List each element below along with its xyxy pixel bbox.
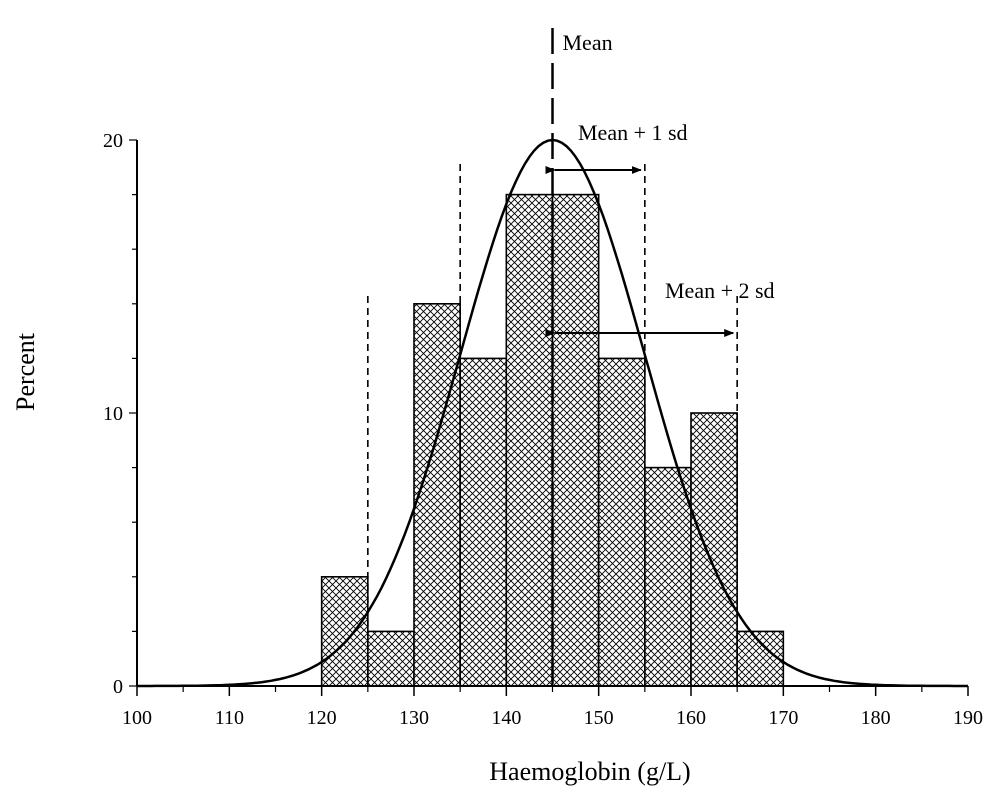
histogram-bar (413, 302, 461, 687)
x-axis-label: Haemoglobin (g/L) (489, 757, 690, 786)
x-tick-label: 120 (307, 707, 337, 729)
x-tick-label: 170 (768, 707, 798, 729)
x-tick-label: 140 (491, 707, 521, 729)
y-axis-label: Percent (11, 332, 40, 411)
histogram-bar (320, 575, 369, 687)
histogram-bar (367, 630, 415, 687)
mean-plus-one-sd-label: Mean + 1 sd (578, 120, 688, 145)
sd-reference-lines (367, 28, 738, 686)
annotations: Mean Mean + 1 sd Mean + 2 sd (545, 30, 775, 337)
y-tick-label: 10 (103, 403, 123, 425)
histogram-bar (505, 193, 554, 687)
histogram-bar (690, 412, 738, 687)
x-tick-label: 160 (676, 707, 706, 729)
histogram-bars (320, 193, 785, 687)
y-tick-label: 20 (103, 130, 123, 152)
x-tick-label: 150 (584, 707, 614, 729)
axes: 100 110 120 130 140 150 160 170 180 190 0 10 20 (103, 130, 983, 729)
x-tick-label: 190 (953, 707, 983, 729)
x-tick-label: 110 (215, 707, 244, 729)
histogram-bar (551, 193, 600, 687)
histogram-bar (459, 357, 508, 687)
x-tick-label: 130 (399, 707, 429, 729)
y-tick-label: 0 (113, 676, 123, 698)
x-tick-label: 180 (861, 707, 891, 729)
mean-plus-two-sd-label: Mean + 2 sd (665, 278, 775, 303)
histogram-bar (597, 357, 646, 687)
x-tick-label: 100 (122, 707, 152, 729)
histogram-bar (644, 466, 692, 687)
mean-label: Mean (563, 30, 613, 55)
